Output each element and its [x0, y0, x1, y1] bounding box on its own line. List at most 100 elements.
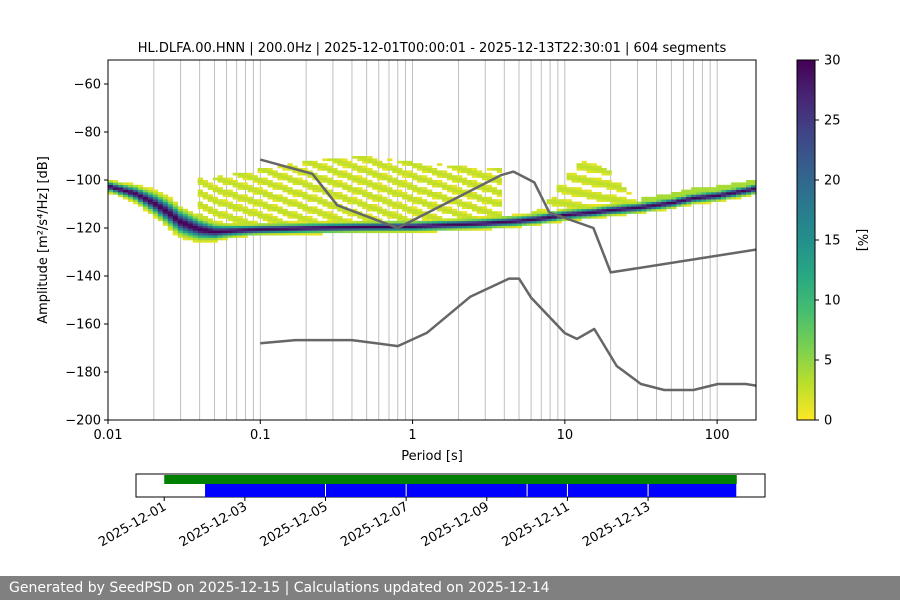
y-axis-ticks: −60−80−100−120−140−160−180−200	[65, 78, 108, 429]
heatmap-cell	[397, 170, 403, 174]
heatmap-cell	[751, 189, 756, 193]
y-tick-label: −100	[65, 174, 101, 189]
heatmap-cell	[182, 223, 189, 226]
heatmap-cell	[297, 216, 303, 219]
heatmap-cell	[726, 192, 732, 195]
heatmap-cell	[461, 201, 468, 205]
heatmap-cell	[506, 220, 513, 224]
timeline-tick-label: 2025-12-13	[580, 499, 653, 550]
heatmap-cell	[127, 187, 134, 190]
heatmap-cell	[586, 192, 592, 195]
heatmap-cell	[397, 204, 403, 207]
heatmap-cell	[402, 194, 408, 198]
heatmap-cell	[432, 223, 438, 226]
heatmap-cell	[486, 199, 493, 202]
heatmap-cell	[192, 216, 199, 219]
heatmap-cell	[446, 187, 453, 190]
heatmap-cell	[177, 213, 184, 217]
heatmap-cell	[252, 192, 258, 195]
heatmap-cell	[661, 194, 667, 198]
heatmap-cell	[222, 235, 228, 238]
heatmap-cell	[317, 230, 323, 234]
heatmap-cell	[192, 228, 199, 231]
heatmap-cell	[621, 201, 627, 205]
heatmap-cell	[367, 168, 373, 171]
heatmap-cell	[412, 201, 418, 205]
heatmap-cell	[317, 163, 323, 166]
heatmap-cell	[651, 208, 657, 212]
heatmap-cell	[307, 232, 313, 236]
heatmap-cell	[591, 211, 597, 214]
heatmap-cell	[511, 216, 518, 219]
heatmap-cell	[481, 211, 488, 214]
heatmap-cell	[571, 175, 577, 178]
heatmap-cell	[581, 165, 587, 169]
heatmap-cell	[227, 192, 233, 195]
heatmap-cell	[307, 218, 313, 222]
heatmap-cell	[471, 192, 478, 195]
heatmap-cell	[327, 228, 333, 231]
heatmap-cell	[736, 192, 742, 195]
heatmap-cell	[731, 182, 737, 186]
heatmap-cell	[481, 187, 488, 190]
heatmap-cell	[412, 187, 418, 190]
heatmap-cell	[367, 218, 373, 222]
heatmap-cell	[342, 199, 348, 202]
heatmap-cell	[247, 225, 253, 229]
heatmap-cell	[377, 172, 383, 176]
heatmap-cell	[616, 196, 622, 200]
heatmap-cell	[436, 208, 443, 212]
heatmap-cell	[362, 201, 368, 205]
heatmap-cell	[227, 230, 233, 234]
heatmap-cell	[451, 225, 458, 229]
heatmap-cell	[412, 208, 418, 212]
heatmap-cell	[367, 184, 373, 188]
heatmap-cell	[372, 170, 378, 174]
heatmap-cell	[481, 218, 488, 222]
heatmap-cell	[212, 211, 218, 214]
heatmap-cell	[372, 172, 378, 176]
heatmap-cell	[272, 206, 278, 210]
heatmap-cell	[576, 201, 582, 205]
heatmap-cell	[432, 220, 438, 224]
heatmap-cell	[362, 156, 368, 159]
heatmap-cell	[152, 206, 159, 210]
heatmap-cell	[232, 196, 238, 200]
colorbar-tick-label: 30	[824, 54, 841, 69]
heatmap-cell	[407, 230, 413, 234]
heatmap-cell	[277, 225, 283, 229]
heatmap-cell	[352, 201, 358, 205]
heatmap-cell	[292, 180, 298, 183]
heatmap-cell	[162, 218, 169, 222]
heatmap-cell	[337, 208, 343, 212]
heatmap-cell	[122, 192, 129, 195]
heatmap-cell	[322, 213, 328, 217]
heatmap-cell	[282, 177, 288, 181]
heatmap-cell	[581, 177, 587, 181]
heatmap-cell	[611, 194, 617, 198]
heatmap-cell	[347, 220, 353, 224]
heatmap-cell	[207, 225, 213, 229]
heatmap-cell	[347, 172, 353, 176]
heatmap-cell	[347, 187, 353, 190]
heatmap-cell	[162, 220, 169, 224]
heatmap-cell	[481, 225, 488, 229]
heatmap-cell	[417, 168, 423, 171]
heatmap-cell	[352, 228, 358, 231]
heatmap-cell	[152, 201, 159, 205]
heatmap-cell	[337, 184, 343, 188]
y-axis-label: Amplitude [m²/s⁴/Hz] [dB]	[36, 156, 51, 324]
heatmap-cell	[456, 189, 463, 193]
y-tick-label: −120	[65, 222, 101, 237]
heatmap-cell	[347, 184, 353, 188]
heatmap-cell	[352, 196, 358, 200]
heatmap-cell	[347, 165, 353, 169]
heatmap-cell	[691, 194, 697, 198]
heatmap-cell	[736, 182, 742, 186]
heatmap-cell	[147, 194, 154, 198]
heatmap-cell	[407, 199, 413, 202]
heatmap-cell	[746, 182, 752, 186]
heatmap-cell	[417, 175, 423, 178]
heatmap-cell	[461, 225, 468, 229]
heatmap-cell	[432, 216, 438, 219]
